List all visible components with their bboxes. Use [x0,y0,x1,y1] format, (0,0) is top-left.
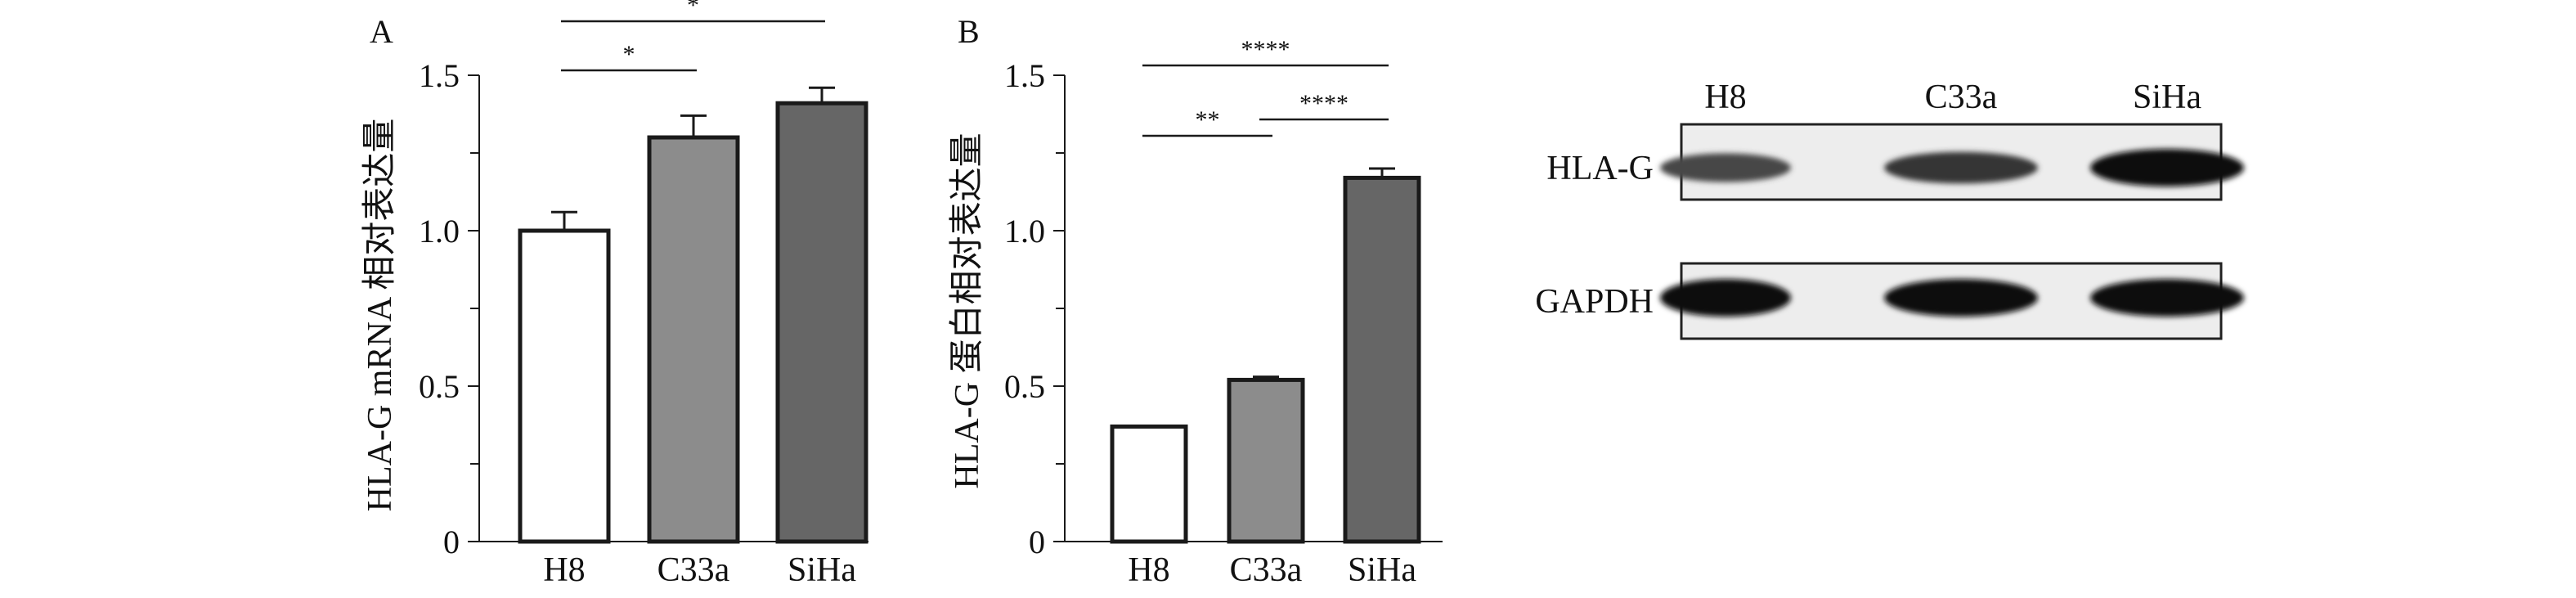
lane-label-c33a: C33a [1925,79,1998,116]
y-tick-label: 1.5 [419,57,460,94]
x-tick-label: SiHa [1348,551,1416,589]
lane-label-siha: SiHa [2133,79,2201,116]
blot-band [2090,279,2244,317]
panel-b-y-axis-label: HLA-G 蛋白相对表达量 [949,133,986,488]
significance-mark: * [687,0,699,19]
bar-c33a [647,135,740,544]
panel-b-label: B [958,13,980,50]
blot-band [1660,279,1791,317]
bar-siha [1343,175,1421,544]
panel-a-y-axis-label: HLA-G mRNA 相对表达量 [361,119,399,512]
y-tick-label: 1.0 [1004,213,1045,250]
panel-b: B HLA-G 蛋白相对表达量 00.51.01.5H8 C33a SiHa****… [949,13,1443,589]
blot-band [1660,153,1791,182]
western-blot-panel: H8 C33a SiHa HLA-G GAPDH [1535,79,2244,340]
x-tick-label: C33a [657,551,730,589]
y-tick-label: 1.5 [1004,57,1045,94]
y-tick-label: 0 [1029,524,1045,560]
significance-mark: **** [1299,90,1349,117]
y-tick-label: 1.0 [419,213,460,250]
blot-band [2090,149,2244,187]
x-tick-label: H8 [1128,551,1169,589]
x-tick-label: C33a [1230,551,1303,589]
panel-a: A HLA-G mRNA 相对表达量 0 0.5 1.0 1.5 H8 C33a SiHa *… [361,0,868,589]
y-tick-label: 0 [443,524,460,560]
blot-row-label: GAPDH [1535,283,1654,321]
lane-label-h8: H8 [1704,79,1746,116]
bar-siha [775,101,868,544]
y-tick-label: 0.5 [419,368,460,405]
bar-h8 [1110,424,1188,544]
significance-mark: **** [1241,36,1290,63]
x-tick-label: H8 [543,551,585,589]
bar-h8 [518,228,611,544]
blot-band [1884,151,2038,184]
blot-band [1884,279,2038,317]
bar-c33a [1227,377,1305,544]
blot-row-label: HLA-G [1546,150,1654,187]
y-tick-label: 0.5 [1004,368,1045,405]
x-tick-label: SiHa [788,551,856,589]
significance-mark: ** [1196,106,1220,133]
significance-mark: * [623,41,635,68]
panel-a-label: A [370,13,393,50]
